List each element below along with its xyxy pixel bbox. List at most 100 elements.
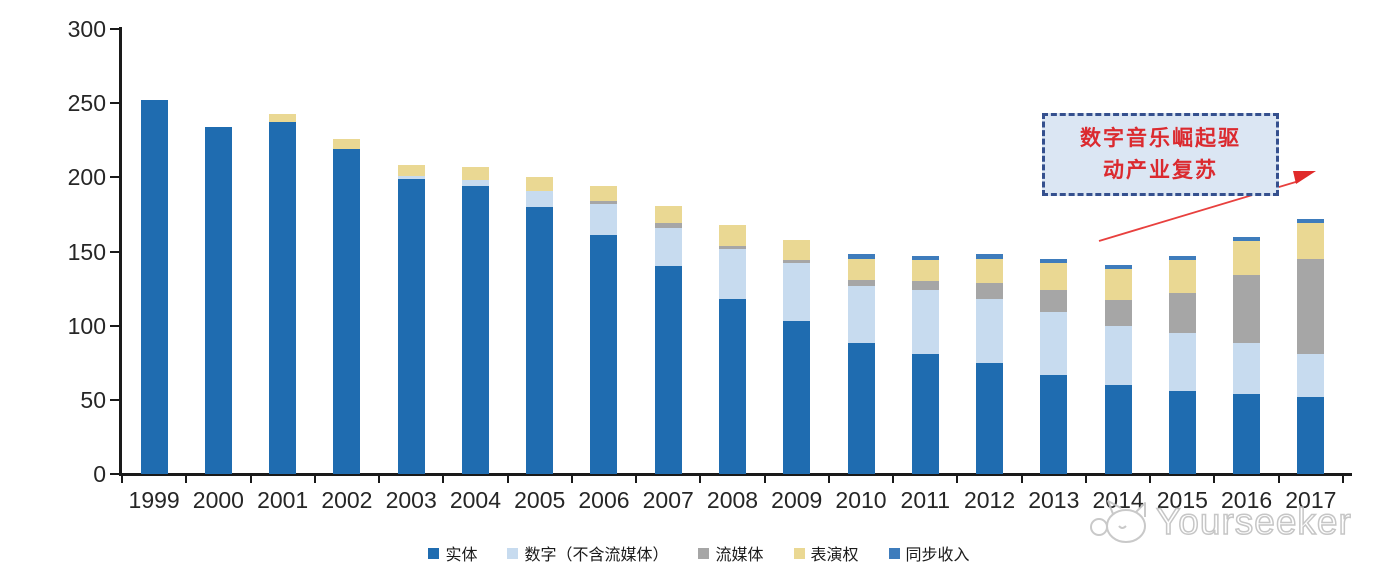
- bar-2010-sync-revenue: [847, 254, 875, 259]
- x-axis-label: 1999: [128, 487, 180, 513]
- bar-2010-performance-rights: [847, 259, 875, 280]
- bar-2002-physical: [333, 149, 361, 474]
- bar-2003-performance-rights: [397, 165, 425, 176]
- bar-2006-performance-rights: [590, 186, 618, 201]
- x-tick: [1084, 476, 1087, 483]
- bar-2011-digital-excl-streaming: [911, 290, 939, 354]
- x-axis-label: 2006: [578, 487, 630, 513]
- bar-2007-streaming: [654, 223, 682, 228]
- x-tick: [1020, 476, 1023, 483]
- x-tick: [635, 476, 638, 483]
- y-axis-line: [119, 27, 122, 476]
- x-axis-label: 2001: [257, 487, 309, 513]
- bar-2016-sync-revenue: [1233, 237, 1261, 241]
- bar-2016-digital-excl-streaming: [1233, 343, 1261, 394]
- x-axis-label: 2014: [1092, 487, 1144, 513]
- chart-legend: 实体 数字（不含流媒体） 流媒体 表演权 同步收入: [0, 540, 1398, 566]
- bar-2008-digital-excl-streaming: [719, 249, 746, 299]
- bar-2009-digital-excl-streaming: [783, 263, 811, 321]
- bar-2011-physical: [911, 354, 939, 474]
- bar-2009-performance-rights: [783, 240, 811, 260]
- x-axis-line: [119, 473, 1352, 476]
- bar-2012-sync-revenue: [976, 254, 1004, 259]
- x-axis-label: 2002: [321, 487, 373, 513]
- bar-2015-digital-excl-streaming: [1168, 333, 1196, 391]
- y-axis-label: 200: [67, 164, 106, 191]
- y-tick: [110, 250, 119, 253]
- bar-2017-performance-rights: [1297, 223, 1325, 259]
- x-axis-label: 2017: [1285, 487, 1337, 513]
- bar-2010-physical: [847, 343, 875, 474]
- bar-2011-sync-revenue: [911, 256, 939, 260]
- bar-2014-performance-rights: [1104, 269, 1132, 300]
- bar-2007-physical: [654, 266, 682, 474]
- bar-2010-digital-excl-streaming: [847, 286, 875, 343]
- bar-2012-performance-rights: [976, 259, 1004, 283]
- bar-2011-streaming: [911, 281, 939, 290]
- x-tick: [1213, 476, 1216, 483]
- legend-swatch-performance-rights: [793, 547, 805, 559]
- bar-2013-sync-revenue: [1040, 259, 1068, 263]
- x-axis-label: 2008: [706, 487, 759, 513]
- y-axis-label: 150: [67, 238, 106, 265]
- bar-2013-physical: [1040, 375, 1068, 474]
- x-tick: [892, 476, 895, 483]
- legend-swatch-digital-excl-streaming: [507, 547, 519, 559]
- bar-2000-physical: [204, 127, 232, 474]
- x-axis-label: 2009: [771, 487, 823, 513]
- bar-2008-streaming: [719, 246, 746, 249]
- bar-2005-performance-rights: [526, 177, 554, 191]
- x-tick: [442, 476, 445, 483]
- watermark: Yourseeker: [1088, 496, 1352, 548]
- bar-2002-performance-rights: [333, 139, 361, 149]
- y-axis-label: 50: [80, 386, 106, 413]
- x-tick: [313, 476, 316, 483]
- x-tick: [763, 476, 766, 483]
- legend-item-sync-revenue: 同步收入: [888, 541, 970, 565]
- bar-2013-streaming: [1040, 290, 1068, 312]
- bar-2006-streaming: [590, 201, 618, 204]
- x-tick: [1149, 476, 1152, 483]
- bar-2004-physical: [461, 186, 489, 474]
- y-axis-label: 300: [67, 16, 106, 42]
- bar-2012-streaming: [976, 283, 1004, 299]
- annotation-callout: 数字音乐崛起驱 动产业复苏: [1042, 113, 1279, 196]
- bar-2014-streaming: [1104, 300, 1132, 326]
- x-axis-label: 2005: [514, 487, 566, 513]
- bar-2013-performance-rights: [1040, 263, 1068, 290]
- bar-2014-physical: [1104, 385, 1132, 474]
- bar-2001-performance-rights: [269, 114, 297, 122]
- y-tick: [110, 473, 119, 475]
- bar-2014-sync-revenue: [1104, 265, 1132, 269]
- bar-2016-streaming: [1233, 275, 1261, 343]
- legend-label-streaming: 流媒体: [715, 547, 764, 564]
- legend-item-performance-rights: 表演权: [793, 541, 859, 565]
- bar-2016-physical: [1233, 394, 1261, 474]
- x-axis-label: 2000: [192, 487, 244, 513]
- y-axis-label: 250: [67, 90, 106, 117]
- bar-2010-streaming: [847, 280, 875, 286]
- bar-2007-digital-excl-streaming: [654, 228, 682, 266]
- bar-2012-physical: [976, 363, 1004, 474]
- x-tick: [570, 476, 573, 483]
- x-tick: [1277, 476, 1280, 483]
- bar-2009-physical: [783, 321, 811, 474]
- x-axis-label: 2003: [385, 487, 437, 513]
- x-axis-label: 2013: [1028, 487, 1080, 513]
- x-axis-label: 2010: [835, 487, 887, 513]
- bar-2003-digital-excl-streaming: [397, 176, 425, 179]
- legend-label-digital-excl-streaming: 数字（不含流媒体）: [524, 547, 669, 564]
- x-axis-label: 2016: [1221, 487, 1273, 513]
- legend-swatch-physical: [428, 547, 440, 559]
- bar-2011-performance-rights: [911, 260, 939, 281]
- bar-2015-performance-rights: [1168, 260, 1196, 293]
- y-axis-label: 0: [93, 461, 106, 487]
- bar-2006-digital-excl-streaming: [590, 204, 618, 235]
- x-tick: [956, 476, 959, 483]
- y-axis-label: 100: [67, 312, 106, 339]
- x-axis-label: 2004: [449, 487, 502, 513]
- legend-label-sync-revenue: 同步收入: [905, 547, 970, 564]
- bar-2008-performance-rights: [719, 225, 746, 246]
- bar-2017-physical: [1297, 397, 1325, 474]
